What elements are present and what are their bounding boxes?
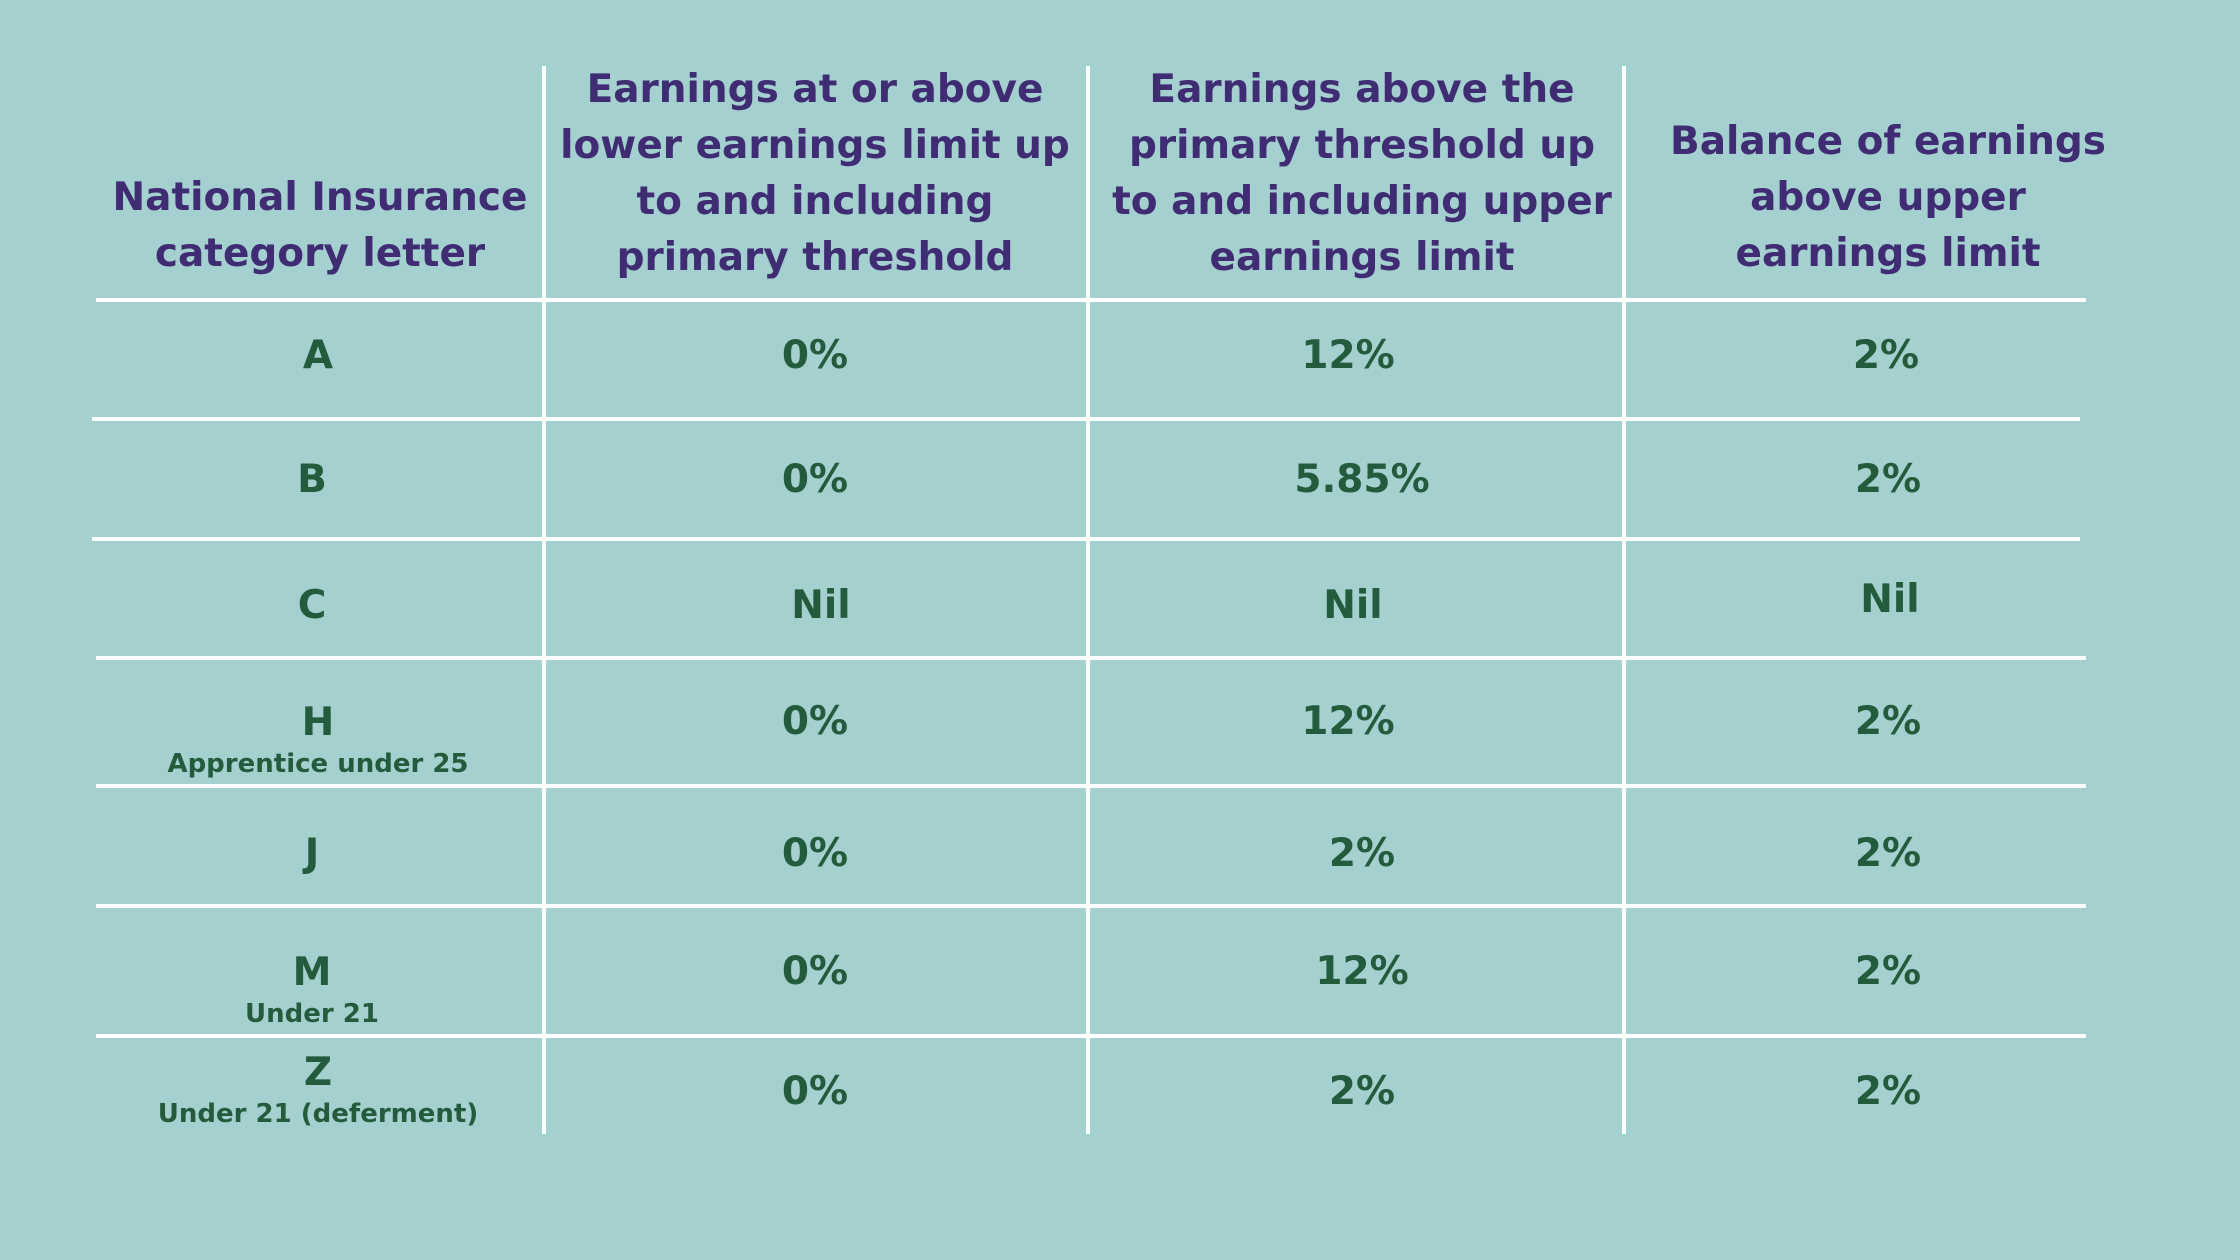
category-letter: Z bbox=[303, 1050, 333, 1095]
rate-above-uel: 2% bbox=[1854, 949, 1922, 994]
rate-lel-to-pt: Nil bbox=[791, 583, 851, 628]
category-note: Apprentice under 25 bbox=[167, 749, 469, 779]
rate-lel-to-pt: 0% bbox=[781, 1069, 849, 1114]
category-note: Under 21 bbox=[245, 999, 379, 1029]
rate-lel-to-pt: 0% bbox=[781, 831, 849, 876]
header-lel-to-pt-text: Earnings at or above lower earnings limi… bbox=[560, 67, 1070, 280]
rate-lel-to-pt: 0% bbox=[781, 457, 849, 502]
category-letter: C bbox=[297, 583, 327, 628]
header-lel-to-pt: Earnings at or above lower earnings limi… bbox=[558, 62, 1072, 286]
rate-pt-to-uel: 12% bbox=[1315, 949, 1409, 994]
rate-pt-to-uel: 5.85% bbox=[1294, 457, 1430, 502]
rate-pt-to-uel: 12% bbox=[1301, 333, 1395, 378]
header-pt-to-uel: Earnings above the primary threshold up … bbox=[1112, 62, 1612, 286]
row-divider bbox=[96, 904, 2086, 908]
table-row-z-letter: Z Under 21 (deferment) bbox=[118, 1042, 518, 1138]
rate-pt-to-uel: 2% bbox=[1328, 1069, 1396, 1114]
rate-above-uel: 2% bbox=[1854, 1069, 1922, 1114]
header-above-uel: Balance of earnings above upper earnings… bbox=[1648, 114, 2128, 282]
header-category-letter-text: National Insurance category letter bbox=[112, 175, 528, 276]
category-letter: B bbox=[297, 457, 327, 502]
rate-lel-to-pt: 0% bbox=[781, 949, 849, 994]
row-divider bbox=[92, 417, 2080, 421]
table-row-h-letter: H Apprentice under 25 bbox=[118, 692, 518, 788]
rate-pt-to-uel: 12% bbox=[1301, 699, 1395, 744]
rate-lel-to-pt: 0% bbox=[781, 333, 849, 378]
table-row-b-letter: B bbox=[112, 450, 512, 510]
row-divider bbox=[92, 537, 2080, 541]
header-category-letter: National Insurance category letter bbox=[110, 170, 530, 282]
table-row-j-letter: J bbox=[112, 824, 512, 884]
rate-above-uel: 2% bbox=[1852, 333, 1920, 378]
header-above-uel-text: Balance of earnings above upper earnings… bbox=[1669, 119, 2106, 276]
column-divider bbox=[1622, 66, 1626, 1134]
table-row-m-letter: M Under 21 bbox=[112, 942, 512, 1038]
column-divider bbox=[1086, 66, 1090, 1134]
table-row-a-letter: A bbox=[118, 326, 518, 386]
rate-above-uel: 2% bbox=[1854, 457, 1922, 502]
table-row-c-letter: C bbox=[112, 576, 512, 636]
rate-above-uel: 2% bbox=[1854, 831, 1922, 876]
category-letter: H bbox=[301, 700, 335, 745]
row-divider bbox=[96, 784, 2086, 788]
column-divider bbox=[542, 66, 546, 1134]
header-pt-to-uel-text: Earnings above the primary threshold up … bbox=[1112, 67, 1612, 280]
category-letter: M bbox=[292, 950, 332, 995]
row-divider bbox=[96, 298, 2086, 302]
rate-pt-to-uel: 2% bbox=[1328, 831, 1396, 876]
rate-above-uel: 2% bbox=[1854, 699, 1922, 744]
category-letter: A bbox=[302, 333, 334, 378]
rate-pt-to-uel: Nil bbox=[1323, 583, 1383, 628]
row-divider bbox=[96, 656, 2086, 660]
rate-lel-to-pt: 0% bbox=[781, 699, 849, 744]
rate-above-uel: Nil bbox=[1860, 577, 1920, 622]
row-divider bbox=[96, 1034, 2086, 1038]
category-letter: J bbox=[304, 831, 320, 876]
category-note: Under 21 (deferment) bbox=[157, 1099, 479, 1129]
